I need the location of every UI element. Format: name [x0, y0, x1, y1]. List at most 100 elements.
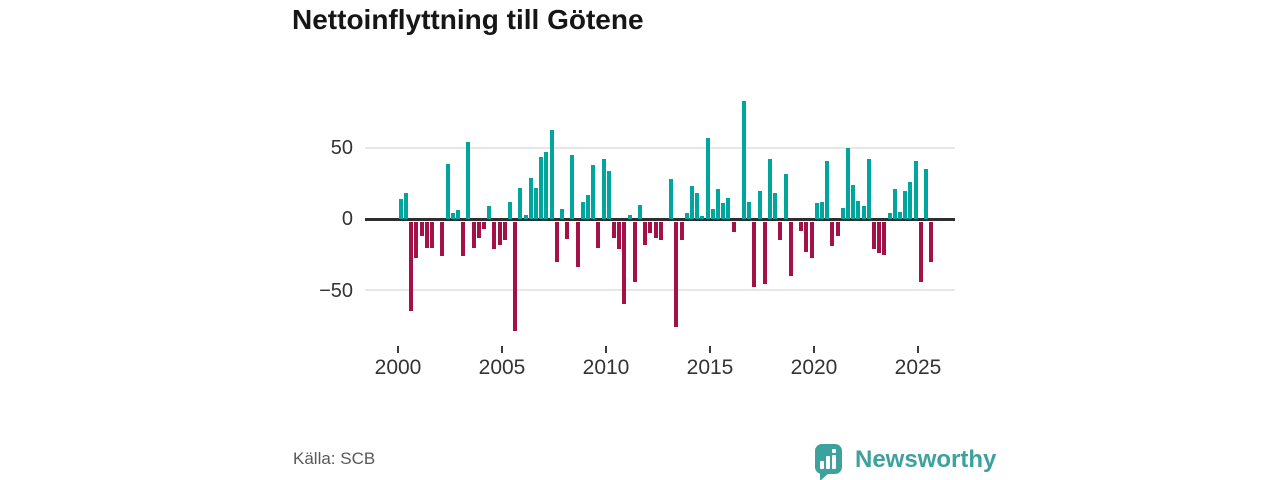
bar-positive [627, 214, 632, 219]
gridline-plus50 [365, 147, 955, 149]
bar-positive [544, 152, 549, 219]
bar-positive [856, 200, 861, 219]
bar-negative [502, 222, 507, 241]
bar-negative [461, 222, 466, 257]
bar-positive [487, 206, 492, 219]
bar-positive [845, 148, 851, 219]
bar-negative [679, 222, 684, 241]
y-tick-label-50: 50 [330, 137, 353, 159]
bar-positive [825, 160, 830, 219]
bar-positive [403, 193, 409, 219]
bar-positive [710, 209, 715, 219]
x-tick-2005 [501, 346, 503, 353]
bar-negative [414, 222, 419, 258]
bar-positive [783, 173, 788, 219]
x-tick-2025 [917, 346, 919, 353]
gridline-minus50 [365, 289, 955, 291]
bar-negative [788, 222, 793, 276]
bar-negative [731, 222, 736, 232]
x-tick-label-2015: 2015 [686, 356, 734, 379]
chart-title: Nettoinflyttning till Götene [292, 4, 644, 35]
x-tick-2020 [813, 346, 815, 353]
bar-chart-speech-bubble-icon [815, 444, 842, 480]
bar-negative [752, 222, 757, 288]
x-tick-label-2025: 2025 [894, 356, 942, 379]
bar-negative [830, 222, 835, 247]
bar-negative [632, 222, 637, 282]
bar-negative [429, 222, 435, 248]
y-tick-label-0: 0 [341, 208, 353, 230]
bar-positive [539, 156, 544, 219]
bar-negative [409, 222, 414, 312]
bar-positive [700, 216, 705, 219]
bar-positive [507, 201, 513, 219]
source-label: Källa: SCB [293, 449, 376, 468]
bar-negative [882, 222, 887, 255]
bar-positive [897, 211, 903, 219]
bar-negative [497, 222, 502, 245]
bar-positive [398, 199, 403, 219]
bar-positive [684, 213, 689, 219]
newsworthy-logo: Newsworthy [815, 444, 997, 480]
bar-negative [481, 222, 487, 230]
bar-negative [674, 222, 679, 328]
bar-positive [637, 204, 643, 219]
y-tick-label-neg50: −50 [319, 280, 353, 302]
bar-positive [466, 142, 471, 219]
plot-area: 2000 2005 2010 2015 2020 2025 [365, 88, 955, 388]
bar-negative [565, 222, 570, 240]
bar-negative [575, 222, 580, 268]
bar-positive [861, 206, 866, 219]
x-tick-label-2010: 2010 [582, 356, 630, 379]
bar-negative [918, 222, 923, 282]
x-tick-2010 [605, 346, 607, 353]
bar-positive [570, 155, 575, 219]
bar-positive [518, 187, 523, 219]
bar-negative [658, 222, 663, 241]
bar-positive [903, 190, 908, 219]
bar-positive [559, 209, 565, 219]
bar-positive [887, 213, 892, 219]
bar-negative [653, 222, 658, 238]
bar-negative [648, 222, 653, 234]
logo-text: Newsworthy [855, 446, 997, 473]
bar-negative [596, 222, 601, 248]
bar-negative [929, 222, 934, 262]
bar-positive [913, 160, 918, 219]
bar-negative [554, 222, 559, 262]
bar-negative [622, 222, 627, 305]
x-tick-2000 [397, 346, 399, 353]
bar-positive [445, 163, 450, 219]
bar-positive [580, 201, 585, 219]
x-tick-label-2005: 2005 [478, 356, 526, 379]
x-tick-label-2000: 2000 [374, 356, 422, 379]
bar-positive [669, 179, 674, 219]
bar-positive [585, 194, 591, 219]
bar-positive [851, 184, 856, 219]
bar-negative [471, 222, 476, 248]
bar-positive [840, 207, 845, 219]
bar-positive [455, 210, 461, 219]
bar-negative [799, 222, 804, 231]
bar-negative [611, 222, 617, 238]
bar-positive [819, 201, 825, 219]
bar-positive [767, 159, 773, 219]
bar-positive [523, 214, 528, 219]
bar-positive [591, 165, 596, 219]
bar-positive [773, 193, 778, 219]
bar-negative [778, 222, 783, 241]
bar-positive [450, 213, 455, 219]
bar-positive [866, 159, 871, 219]
bar-positive [549, 129, 554, 219]
bar-negative [877, 222, 882, 254]
bar-negative [762, 222, 767, 285]
zero-axis-line [365, 218, 955, 221]
x-tick-2015 [709, 346, 711, 353]
bar-positive [533, 187, 539, 219]
bar-positive [715, 189, 721, 219]
bar-negative [809, 222, 814, 258]
bar-negative [419, 222, 424, 237]
bar-positive [705, 138, 710, 219]
bar-negative [804, 222, 809, 252]
